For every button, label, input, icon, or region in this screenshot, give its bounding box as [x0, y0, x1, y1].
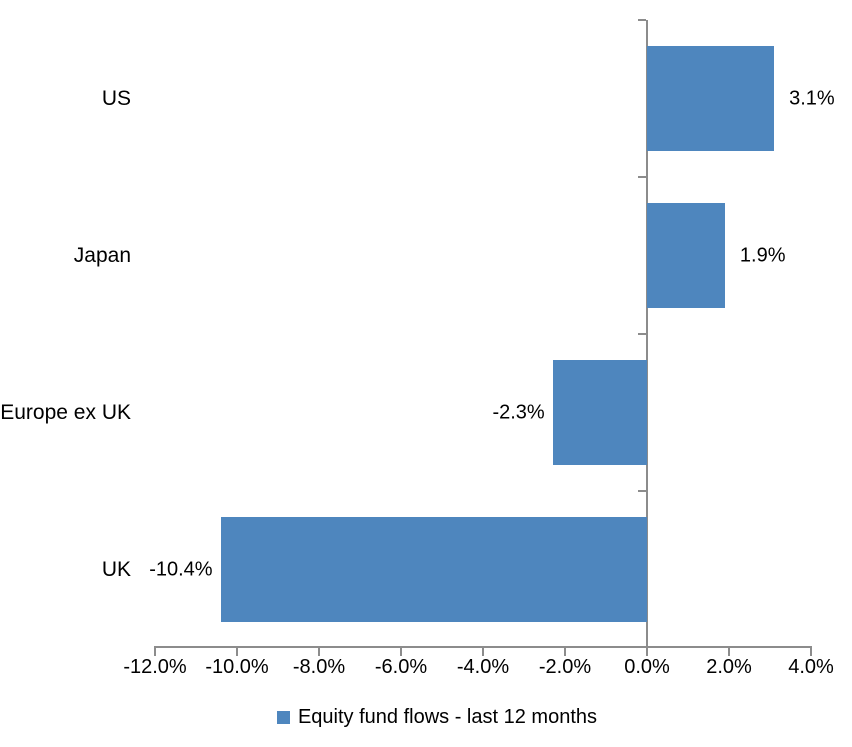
x-axis-tick-label: 4.0% — [788, 656, 834, 678]
x-axis-tick — [810, 648, 812, 656]
x-axis-tick — [318, 648, 320, 656]
y-axis-tick — [638, 490, 646, 492]
category-label-europe-ex-uk: Europe ex UK — [0, 400, 131, 424]
x-axis-tick — [400, 648, 402, 656]
x-axis-tick — [236, 648, 238, 656]
x-axis-tick — [564, 648, 566, 656]
legend: Equity fund flows - last 12 months — [11, 706, 852, 729]
x-axis-tick-label: 0.0% — [624, 656, 670, 678]
y-axis-tick — [638, 333, 646, 335]
bar-uk — [220, 517, 647, 622]
bar-japan — [647, 203, 725, 308]
y-axis-tick — [638, 19, 646, 21]
x-axis-tick-label: 2.0% — [706, 656, 752, 678]
y-axis-tick — [638, 176, 646, 178]
x-axis-tick-label: -6.0% — [374, 656, 428, 678]
value-label-us: 3.1% — [789, 87, 835, 109]
bar-europe-ex-uk — [552, 360, 647, 465]
x-axis-tick-label: -10.0% — [205, 656, 269, 678]
category-label-japan: Japan — [73, 243, 131, 267]
category-label-uk: UK — [101, 557, 131, 581]
x-axis-tick — [728, 648, 730, 656]
value-label-uk: -10.4% — [149, 558, 213, 580]
x-axis-tick-label: -8.0% — [292, 656, 346, 678]
x-axis-tick — [482, 648, 484, 656]
legend-series-label: Equity fund flows - last 12 months — [297, 706, 598, 728]
x-axis-tick-label: -2.0% — [538, 656, 592, 678]
x-axis-tick — [646, 648, 648, 656]
x-axis-line — [154, 646, 812, 648]
category-label-us: US — [101, 86, 131, 110]
legend-series-marker-icon — [276, 711, 290, 724]
x-axis-tick-label: -12.0% — [123, 656, 187, 678]
value-label-japan: 1.9% — [739, 244, 786, 266]
y-axis-line — [646, 20, 648, 648]
x-axis-tick — [154, 648, 156, 656]
bar-us — [647, 46, 775, 151]
x-axis-tick-label: -4.0% — [456, 656, 510, 678]
value-label-europe-ex-uk: -2.3% — [492, 401, 545, 423]
